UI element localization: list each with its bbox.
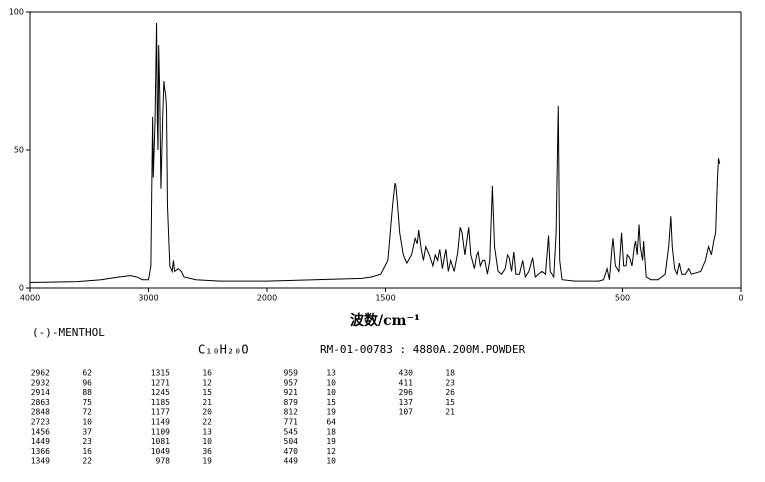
peak-intensity: 10 — [326, 378, 336, 387]
peak-intensity: 36 — [202, 447, 212, 456]
peak-intensity: 15 — [326, 398, 336, 407]
peak-intensity: 96 — [82, 378, 92, 387]
peak-wavenumber: 449 — [284, 457, 299, 466]
peak-wavenumber: 1049 — [151, 447, 170, 456]
peak-intensity: 15 — [445, 398, 455, 407]
peak-wavenumber: 1177 — [151, 408, 170, 417]
sample-name: (-)-MENTHOL — [32, 326, 105, 339]
peak-intensity: 10 — [326, 388, 336, 397]
peak-wavenumber: 1245 — [151, 388, 170, 397]
x-axis-label: 波数/cm⁻¹ — [350, 312, 420, 329]
peak-intensity: 75 — [82, 398, 92, 407]
peak-wavenumber: 1109 — [151, 427, 170, 436]
formula: C₁₀H₂₀O — [198, 343, 249, 357]
peak-wavenumber: 812 — [284, 408, 299, 417]
peak-wavenumber: 1149 — [151, 418, 170, 427]
peak-wavenumber: 1271 — [151, 378, 170, 387]
peak-wavenumber: 1349 — [31, 457, 50, 466]
peak-wavenumber: 978 — [156, 457, 171, 466]
peak-intensity: 19 — [326, 408, 336, 417]
peak-wavenumber: 2962 — [31, 369, 50, 378]
peak-intensity: 12 — [326, 447, 336, 456]
peak-wavenumber: 2863 — [31, 398, 50, 407]
peak-intensity: 23 — [445, 378, 455, 387]
peak-intensity: 19 — [202, 457, 212, 466]
peak-wavenumber: 2914 — [31, 388, 50, 397]
x-tick-label: 2000 — [257, 294, 277, 303]
y-tick-label: 100 — [9, 8, 24, 17]
peak-wavenumber: 1366 — [31, 447, 50, 456]
peak-wavenumber: 1456 — [31, 427, 50, 436]
peak-intensity: 19 — [326, 437, 336, 446]
peak-intensity: 16 — [202, 369, 212, 378]
peak-intensity: 62 — [82, 369, 92, 378]
peak-intensity: 21 — [202, 398, 212, 407]
peak-intensity: 22 — [82, 457, 92, 466]
y-tick-label: 50 — [14, 146, 24, 155]
peak-wavenumber: 1449 — [31, 437, 50, 446]
x-tick-label: 500 — [615, 294, 630, 303]
peak-intensity: 10 — [82, 418, 92, 427]
peak-intensity: 23 — [82, 437, 92, 446]
peak-wavenumber: 545 — [284, 427, 299, 436]
peak-wavenumber: 771 — [284, 418, 299, 427]
peak-intensity: 22 — [202, 418, 212, 427]
y-tick-label: 0 — [19, 284, 24, 293]
peak-intensity: 21 — [445, 408, 455, 417]
peak-intensity: 18 — [445, 369, 455, 378]
peak-wavenumber: 957 — [284, 378, 299, 387]
peak-wavenumber: 296 — [399, 388, 414, 397]
peak-wavenumber: 2723 — [31, 418, 50, 427]
peak-wavenumber: 2848 — [31, 408, 50, 417]
spectrum-line — [29, 23, 721, 283]
peak-intensity: 37 — [82, 427, 92, 436]
peak-wavenumber: 1185 — [151, 398, 170, 407]
peak-wavenumber: 107 — [399, 408, 414, 417]
sample-id: RM-01-00783 : 4880A.200M.POWDER — [320, 343, 526, 356]
peak-intensity: 64 — [326, 418, 336, 427]
peak-wavenumber: 430 — [399, 369, 414, 378]
x-tick-label: 4000 — [20, 294, 40, 303]
peak-wavenumber: 470 — [284, 447, 299, 456]
peak-wavenumber: 921 — [284, 388, 299, 397]
peak-wavenumber: 1081 — [151, 437, 170, 446]
x-tick-label: 0 — [738, 294, 743, 303]
x-tick-label: 1500 — [375, 294, 395, 303]
peak-intensity: 10 — [202, 437, 212, 446]
peak-wavenumber: 2932 — [31, 378, 50, 387]
peak-wavenumber: 411 — [399, 378, 414, 387]
peak-wavenumber: 504 — [284, 437, 299, 446]
peak-intensity: 13 — [202, 427, 212, 436]
peak-intensity: 10 — [326, 457, 336, 466]
peak-wavenumber: 137 — [399, 398, 414, 407]
peak-intensity: 12 — [202, 378, 212, 387]
peak-intensity: 16 — [82, 447, 92, 456]
peak-wavenumber: 959 — [284, 369, 299, 378]
peak-intensity: 20 — [202, 408, 212, 417]
peak-intensity: 72 — [82, 408, 92, 417]
peak-intensity: 13 — [326, 369, 336, 378]
peak-wavenumber: 1315 — [151, 369, 170, 378]
peak-intensity: 88 — [82, 388, 92, 397]
x-tick-label: 3000 — [138, 294, 158, 303]
peak-intensity: 26 — [445, 388, 455, 397]
peak-intensity: 18 — [326, 427, 336, 436]
peak-intensity: 15 — [202, 388, 212, 397]
peak-wavenumber: 879 — [284, 398, 299, 407]
